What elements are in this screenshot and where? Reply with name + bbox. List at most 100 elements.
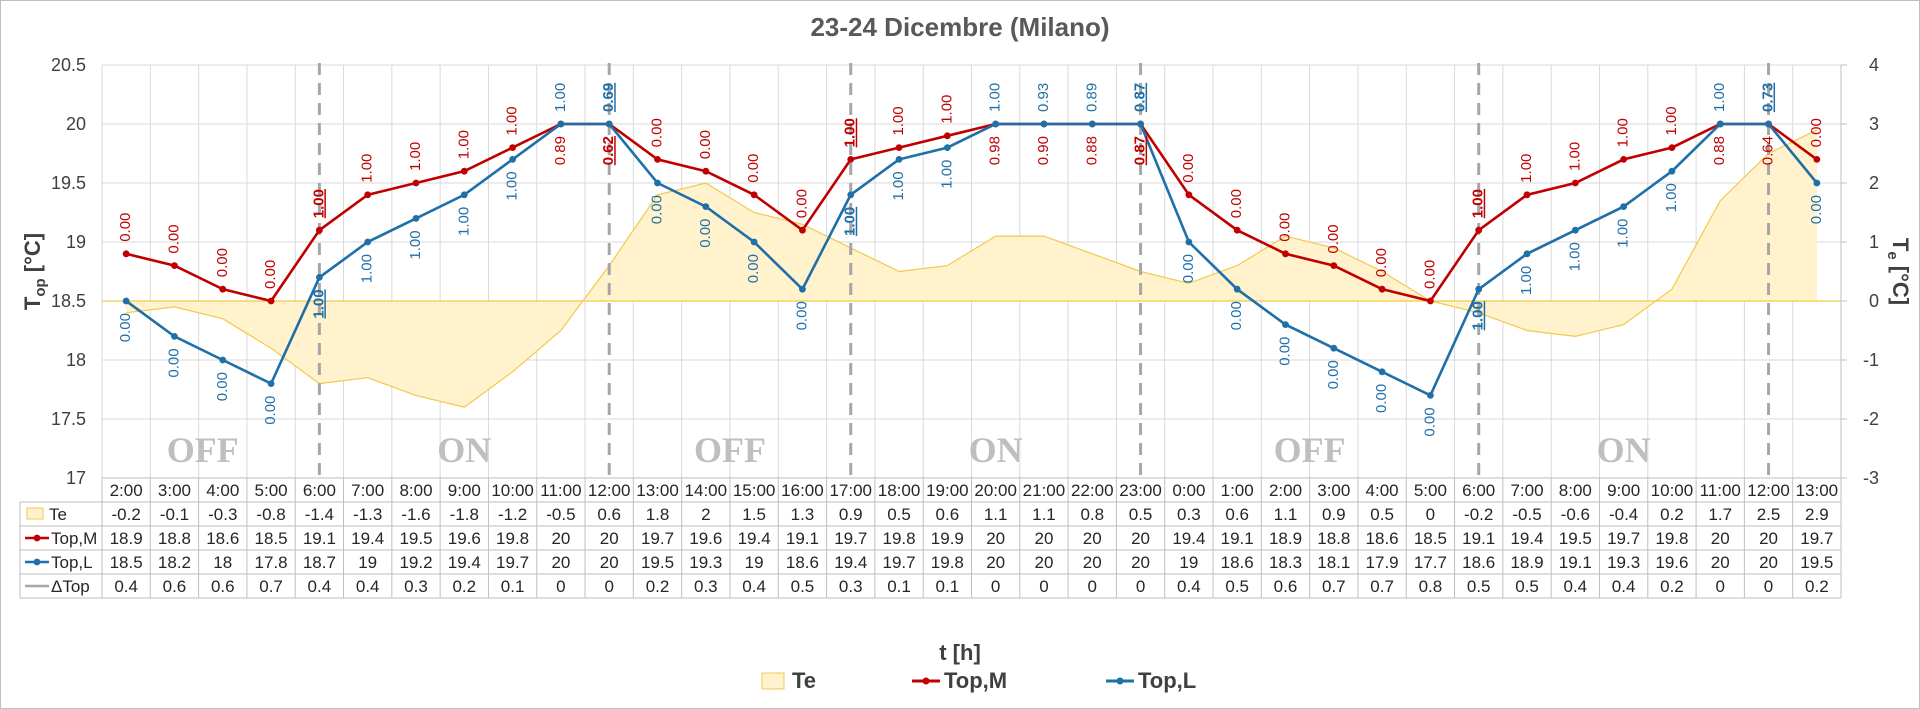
- table-cell: -1.2: [498, 505, 527, 524]
- table-cell: 19.5: [399, 529, 432, 548]
- top-l-point: [171, 333, 178, 340]
- data-label: 0.00: [1276, 337, 1293, 366]
- te-area-fill: [102, 129, 1841, 408]
- top-m-point: [1330, 262, 1338, 269]
- top-l-point: [364, 238, 372, 246]
- data-label: 0.00: [1808, 118, 1825, 147]
- table-cell: 18.9: [110, 529, 143, 548]
- data-label: 1.00: [504, 106, 521, 135]
- table-cell: 1.1: [1032, 505, 1056, 524]
- table-cell: 0.5: [1129, 505, 1153, 524]
- data-label: 1.00: [890, 106, 907, 135]
- data-label: 0.00: [1421, 260, 1438, 289]
- data-label: 1.00: [1663, 183, 1680, 212]
- x-tick-label: 9:00: [1607, 481, 1640, 500]
- table-cell: 18.5: [110, 553, 143, 572]
- table-cell: 19.6: [448, 529, 481, 548]
- top-l-point: [122, 297, 130, 305]
- legend-label: Top,L: [1138, 668, 1196, 693]
- data-label: 0.00: [262, 260, 279, 289]
- table-cell: 19.8: [882, 529, 915, 548]
- table-cell: 0.6: [163, 577, 187, 596]
- data-label: 0.62: [600, 136, 617, 165]
- table-cell: 18.5: [255, 529, 288, 548]
- data-label: 1.00: [938, 95, 955, 124]
- x-tick-label: 10:00: [1651, 481, 1694, 500]
- x-tick-label: 7:00: [351, 481, 384, 500]
- top-l-point: [992, 120, 1000, 128]
- top-m-point: [1233, 226, 1241, 234]
- table-cell: 0: [1426, 505, 1435, 524]
- data-label: 0.00: [745, 154, 762, 183]
- left-tick-label: 20: [66, 114, 86, 134]
- table-cell: 19.4: [1510, 529, 1543, 548]
- top-m-point: [460, 167, 468, 175]
- table-cell: 20: [1711, 529, 1730, 548]
- table-cell: 0.4: [742, 577, 766, 596]
- data-label: 1.00: [504, 171, 521, 200]
- data-label: 0.98: [987, 136, 1004, 165]
- axes: 17 17.5 18 18.5 19 19.5 20 20.5 -3 -2 -1 0 1 2 3 4 Top […: [20, 55, 1913, 488]
- table-cell: 0.6: [1225, 505, 1249, 524]
- table-cell: 0.2: [646, 577, 670, 596]
- table-cell: 19.8: [931, 553, 964, 572]
- table-cell: 0.3: [1177, 505, 1201, 524]
- table-cell: 19: [745, 553, 764, 572]
- table-cell: 0.6: [936, 505, 960, 524]
- table-cell: 20: [1711, 553, 1730, 572]
- top-l-point: [1282, 321, 1289, 328]
- x-tick-label: 13:00: [1796, 481, 1839, 500]
- region-label: OFF: [1274, 430, 1346, 470]
- x-tick-label: 11:00: [540, 481, 581, 500]
- data-label: 1.00: [1615, 219, 1632, 248]
- top-m-point: [847, 156, 855, 163]
- table-cell: 0.3: [694, 577, 718, 596]
- top-m-point: [1571, 179, 1579, 187]
- left-tick-label: 18.5: [51, 291, 86, 311]
- x-tick-label: 2:00: [1269, 481, 1302, 500]
- x-tick-label: 13:00: [636, 481, 679, 500]
- right-tick-label: -3: [1863, 468, 1879, 488]
- top-l-point: [1716, 120, 1724, 128]
- data-label: 0.00: [1325, 224, 1342, 253]
- data-label: 0.00: [697, 130, 714, 159]
- table-cell: 2: [701, 505, 710, 524]
- top-l-point: [1765, 120, 1772, 128]
- table-cell: 20: [600, 553, 619, 572]
- data-label: 0.89: [552, 136, 569, 165]
- top-m-point: [315, 226, 323, 234]
- region-label: ON: [969, 430, 1023, 470]
- data-label: 1.00: [1470, 301, 1487, 330]
- table-cell: 18.8: [158, 529, 191, 548]
- table-cell: 19: [358, 553, 377, 572]
- top-l-point: [1571, 226, 1579, 234]
- table-cell: 0.3: [404, 577, 428, 596]
- table-cell: 0.9: [1322, 505, 1346, 524]
- data-label: 0.00: [649, 195, 666, 224]
- table-cell: 0.6: [1274, 577, 1298, 596]
- top-m-point: [1427, 297, 1434, 305]
- table-cell: 17.7: [1414, 553, 1447, 572]
- table-cell: 0.4: [1177, 577, 1201, 596]
- table-cell: 0.9: [839, 505, 863, 524]
- table-cell: 20: [1131, 553, 1150, 572]
- top-m-point: [1668, 144, 1676, 152]
- table-cell: 19.8: [1655, 529, 1688, 548]
- data-label: 0.88: [1711, 136, 1728, 165]
- table-cell: 19.7: [1800, 529, 1833, 548]
- table-cell: 19.3: [1607, 553, 1640, 572]
- x-tick-label: 5:00: [255, 481, 288, 500]
- x-tick-label: 4:00: [1366, 481, 1399, 500]
- table-cell: 17.9: [1366, 553, 1399, 572]
- data-label: 1.00: [938, 160, 955, 189]
- data-label: 0.90: [1035, 136, 1052, 165]
- table-cell: 1.1: [1274, 505, 1298, 524]
- data-labels: 0.00 0.00 0.00 0.00 1.00 1.00 1.00 1.00 1.00 0.89…: [117, 83, 1825, 437]
- table-cell: 0: [604, 577, 613, 596]
- legend: Te Top,M Top,L: [761, 668, 1196, 693]
- top-l-point: [315, 274, 323, 281]
- table-cell: 20: [600, 529, 619, 548]
- table-cell: 0.5: [1515, 577, 1539, 596]
- table-cell: 19.6: [1655, 553, 1688, 572]
- row-key-te: [26, 507, 44, 520]
